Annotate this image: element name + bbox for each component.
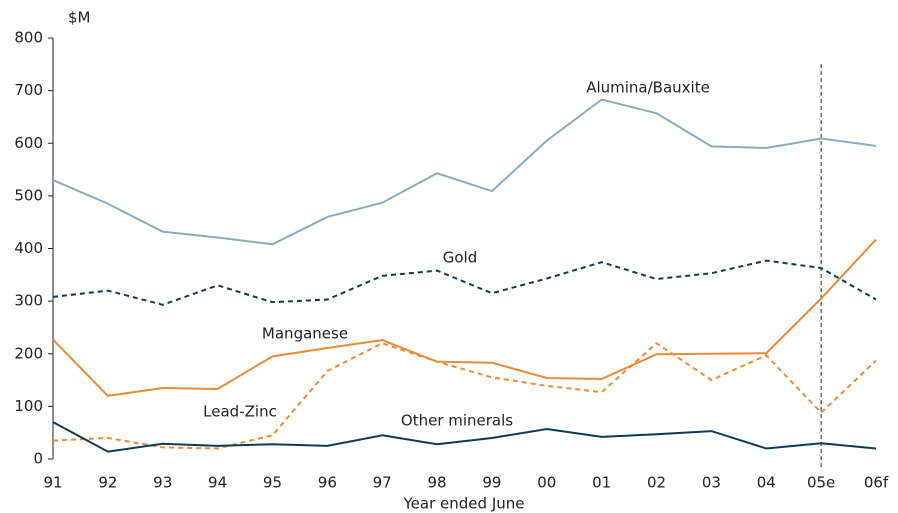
series-label: Lead-Zinc [203,403,277,421]
series-label: Manganese [262,325,348,343]
x-tick-label: 03 [702,474,721,492]
x-tick-label: 98 [428,474,447,492]
x-tick-label: 97 [373,474,392,492]
series-line [52,421,877,453]
y-tick-label: 300 [14,292,43,310]
y-tick-label: 700 [14,81,43,99]
x-tick-label: 99 [482,474,501,492]
y-tick-label: 500 [14,186,43,204]
x-tick-label: 00 [537,474,556,492]
y-tick-label: 600 [14,134,43,152]
x-axis-title: Year ended June [403,495,525,513]
x-tick-label: 02 [647,474,666,492]
series-line [52,259,877,306]
series-label: Gold [443,249,478,267]
x-tick-label: 06f [864,474,889,492]
x-tick-label: 91 [43,474,62,492]
x-tick-label: 96 [318,474,337,492]
y-tick-label: 800 [14,29,43,47]
series-label: Other minerals [401,412,513,430]
y-tick-label: 100 [14,397,43,415]
x-tick-label: 93 [153,474,172,492]
x-tick-label: 92 [98,474,117,492]
series-line [52,98,877,246]
series-label: Alumina/Bauxite [586,79,710,97]
y-tick-label: 400 [14,239,43,257]
x-tick-label: 04 [757,474,776,492]
x-tick-label: 94 [208,474,227,492]
series-line [52,341,877,450]
x-tick-label: 95 [263,474,282,492]
x-tick-label: 05e [807,474,835,492]
y-unit: $M [68,9,91,27]
y-tick-label: 0 [33,450,43,468]
x-tick-label: 01 [592,474,611,492]
y-tick-label: 200 [14,344,43,362]
series-line [52,238,877,397]
